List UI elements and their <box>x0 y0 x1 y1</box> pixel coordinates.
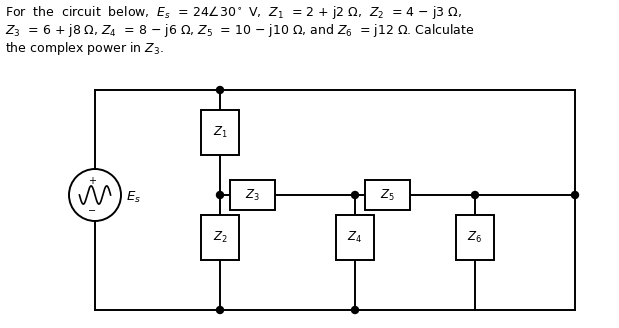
Circle shape <box>352 306 358 314</box>
Text: the complex power in $Z_3$.: the complex power in $Z_3$. <box>5 40 164 57</box>
Text: $Z_5$: $Z_5$ <box>380 187 395 203</box>
Circle shape <box>352 192 358 198</box>
Text: For  the  circuit  below,  $E_s$  = 24$\angle$30$^\circ$ V,  $Z_1$  = 2 + j2 $\O: For the circuit below, $E_s$ = 24$\angle… <box>5 4 462 21</box>
Text: −: − <box>88 206 96 215</box>
Text: $Z_6$: $Z_6$ <box>467 230 483 245</box>
Text: $Z_3$: $Z_3$ <box>245 187 260 203</box>
Circle shape <box>571 192 579 198</box>
FancyBboxPatch shape <box>201 215 239 260</box>
Text: $Z_3$  = 6 + j8 $\Omega$, $Z_4$  = 8 $-$ j6 $\Omega$, $Z_5$  = 10 $-$ j10 $\Omeg: $Z_3$ = 6 + j8 $\Omega$, $Z_4$ = 8 $-$ j… <box>5 22 475 39</box>
FancyBboxPatch shape <box>336 215 374 260</box>
FancyBboxPatch shape <box>456 215 494 260</box>
Text: $Z_2$: $Z_2$ <box>212 230 227 245</box>
FancyBboxPatch shape <box>365 180 410 210</box>
FancyBboxPatch shape <box>230 180 275 210</box>
Circle shape <box>217 192 223 198</box>
Circle shape <box>217 306 223 314</box>
Text: $E_s$: $E_s$ <box>126 190 141 205</box>
Text: $Z_1$: $Z_1$ <box>212 125 227 140</box>
FancyBboxPatch shape <box>201 110 239 155</box>
Circle shape <box>472 192 478 198</box>
Text: +: + <box>88 176 96 186</box>
Circle shape <box>217 87 223 93</box>
Text: $Z_4$: $Z_4$ <box>347 230 363 245</box>
